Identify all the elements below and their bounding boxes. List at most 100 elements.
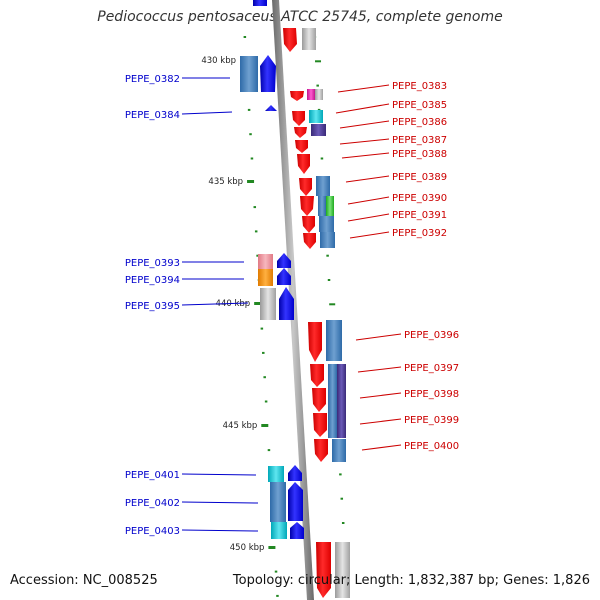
gene-frame <box>337 364 346 438</box>
minor-tick <box>315 60 322 63</box>
gene-frame <box>307 89 315 100</box>
gene-label-pepe_0402[interactable]: PEPE_0402 <box>125 498 180 509</box>
minor-tick <box>320 157 324 160</box>
minor-tick <box>327 279 331 281</box>
leader-line <box>181 529 259 532</box>
gene-label-pepe_0397[interactable]: PEPE_0397 <box>404 363 459 374</box>
leader-line <box>359 392 402 399</box>
gene-frame <box>320 232 335 248</box>
gene-label-pepe_0401[interactable]: PEPE_0401 <box>125 470 180 481</box>
minor-tick <box>262 351 265 354</box>
gene-arrow-reverse <box>314 439 328 462</box>
gene-label-pepe_0395[interactable]: PEPE_0395 <box>125 301 180 312</box>
tick-label: 430 kbp <box>201 56 236 66</box>
leader-line <box>181 473 257 476</box>
gene-label-pepe_0388[interactable]: PEPE_0388 <box>392 149 447 160</box>
gene-arrow-reverse <box>313 413 327 437</box>
gene-frame <box>315 89 323 100</box>
leader-line <box>181 501 259 504</box>
minor-tick <box>276 594 279 597</box>
gene-label-pepe_0400[interactable]: PEPE_0400 <box>404 441 459 452</box>
gene-arrow-reverse <box>316 542 331 598</box>
gene-label-pepe_0392[interactable]: PEPE_0392 <box>392 228 447 239</box>
gene-label-pepe_0391[interactable]: PEPE_0391 <box>392 210 447 221</box>
gene-label-pepe_0389[interactable]: PEPE_0389 <box>392 172 447 183</box>
gene-label-pepe_0385[interactable]: PEPE_0385 <box>392 100 447 111</box>
minor-tick <box>260 327 264 330</box>
leader-line <box>357 366 402 373</box>
minor-tick <box>243 36 247 38</box>
gene-label-pepe_0393[interactable]: PEPE_0393 <box>125 258 180 269</box>
gene-arrow-forward <box>260 55 276 92</box>
minor-tick <box>339 473 342 476</box>
gene-arrow-reverse <box>308 322 322 362</box>
gene-frame <box>258 254 273 269</box>
gene-label-pepe_0382[interactable]: PEPE_0382 <box>125 74 180 85</box>
leader-line <box>347 213 390 222</box>
gene-frame <box>302 28 316 50</box>
gene-label-pepe_0398[interactable]: PEPE_0398 <box>404 389 459 400</box>
gene-frame <box>326 320 342 361</box>
gene-arrow-forward <box>265 105 277 111</box>
gene-labels: PEPE_0382 PEPE_0384 PEPE_0393 PEPE_0394 PEPE… <box>125 74 459 537</box>
tick-label: 435 kbp <box>208 177 243 187</box>
label-leaders <box>181 77 402 532</box>
gene-frame <box>258 269 273 286</box>
gene-label-pepe_0396[interactable]: PEPE_0396 <box>404 330 459 341</box>
gene-label-pepe_0390[interactable]: PEPE_0390 <box>392 193 447 204</box>
gene-label-pepe_0394[interactable]: PEPE_0394 <box>125 275 180 286</box>
gene-arrow-forward <box>290 522 304 539</box>
minor-tick <box>329 303 336 306</box>
genome-stats-label: Topology: circular; Length: 1,832,387 bp… <box>232 573 590 588</box>
minor-tick <box>249 133 252 136</box>
gene-frame <box>271 522 287 539</box>
gene-arrow-reverse <box>300 196 314 216</box>
gene-arrow-forward <box>288 482 303 521</box>
gene-label-pepe_0384[interactable]: PEPE_0384 <box>125 110 180 121</box>
gene-frame <box>270 482 286 522</box>
gene-label-pepe_0399[interactable]: PEPE_0399 <box>404 415 459 426</box>
leader-line <box>349 231 390 239</box>
gene-arrow-reverse <box>294 127 307 138</box>
tick-label: 450 kbp <box>230 543 265 553</box>
gene-arrow-reverse <box>290 91 304 101</box>
gene-arrow-forward <box>279 287 294 320</box>
gene-arrow-forward <box>288 465 302 481</box>
gene-arrow-reverse <box>312 388 326 412</box>
leader-line <box>335 103 390 114</box>
leader-line <box>339 120 390 129</box>
minor-tick <box>326 254 329 257</box>
minor-tick <box>250 157 254 160</box>
gene-frame <box>328 364 337 438</box>
minor-tick <box>253 206 257 209</box>
scale-ticks: 430 kbp 435 kbp 440 kbp 445 kbp 450 kbp <box>201 56 276 553</box>
tick-mark <box>268 546 276 549</box>
minor-tick <box>256 254 259 257</box>
gene-label-pepe_0403[interactable]: PEPE_0403 <box>125 526 180 537</box>
gene-label-pepe_0383[interactable]: PEPE_0383 <box>392 81 447 92</box>
minor-tick <box>340 497 344 500</box>
gene-label-pepe_0386[interactable]: PEPE_0386 <box>392 117 447 128</box>
tick-mark <box>247 180 255 183</box>
minor-tick <box>264 400 268 403</box>
gene-arrow-reverse <box>283 28 297 52</box>
gene-arrow-forward <box>277 253 291 268</box>
gene-arrow-reverse <box>297 154 310 174</box>
tick-mark <box>254 302 262 305</box>
leader-line <box>345 175 390 183</box>
gene-frame <box>335 542 350 598</box>
gene-arrow-reverse <box>302 216 315 233</box>
gene-arrow-reverse <box>299 178 312 196</box>
leader-line <box>347 196 390 205</box>
leader-line <box>339 138 390 145</box>
leader-line <box>359 418 402 425</box>
gene-arrow-reverse <box>310 364 324 387</box>
minor-tick <box>263 376 266 379</box>
gene-frame <box>311 124 326 136</box>
minor-tick <box>247 108 251 111</box>
gene-features <box>240 28 350 598</box>
leader-line <box>355 333 402 341</box>
leader-line <box>361 444 402 451</box>
gene-label-pepe_0387[interactable]: PEPE_0387 <box>392 135 447 146</box>
